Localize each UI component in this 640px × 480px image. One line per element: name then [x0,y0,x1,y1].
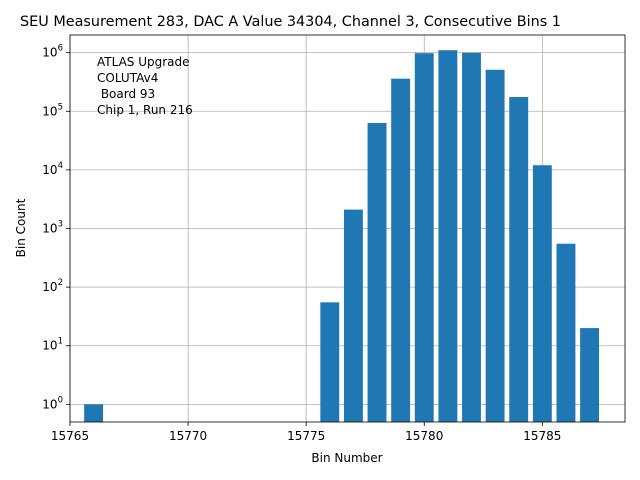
bar [509,97,529,422]
x-tick-label: 15785 [523,429,561,443]
y-tick-label: 100 [42,395,63,411]
bar [391,78,411,423]
x-tick-label: 15780 [405,429,443,443]
y-tick-label: 104 [42,161,63,177]
bar [343,209,363,422]
x-axis-label: Bin Number [311,451,382,465]
grid [69,35,625,422]
bar [84,404,104,422]
bars [84,50,600,423]
annotation-line-1: ATLAS Upgrade [97,55,190,69]
x-tick-label: 15765 [51,429,89,443]
y-axis-ticks: 100 101 102 103 104 105 106 [42,44,70,411]
bar [556,243,576,422]
bar [485,69,505,422]
y-tick-label: 106 [42,44,63,60]
annotation-line-2: COLUTAv4 [97,71,158,85]
annotation-line-3: Board 93 [97,87,155,101]
y-axis-label: Bin Count [14,198,28,257]
bar [462,52,481,422]
x-tick-label: 15770 [169,429,207,443]
x-tick-label: 15775 [287,429,325,443]
chart-title: SEU Measurement 283, DAC A Value 34304, … [20,14,561,30]
bar [367,123,387,423]
y-tick-label: 103 [42,220,63,236]
annotation-line-4: Chip 1, Run 216 [97,103,193,117]
bar [320,302,340,422]
bar [414,53,434,423]
bar [438,50,458,423]
annotation-text-box: ATLAS Upgrade COLUTAv4 Board 93 Chip 1, … [97,55,193,117]
y-tick-label: 102 [42,278,63,294]
x-axis-ticks: 15765 15770 15775 15780 15785 [51,422,561,443]
bar [580,328,600,422]
y-tick-label: 105 [42,102,63,118]
bar [532,165,552,422]
y-tick-label: 101 [42,337,63,353]
